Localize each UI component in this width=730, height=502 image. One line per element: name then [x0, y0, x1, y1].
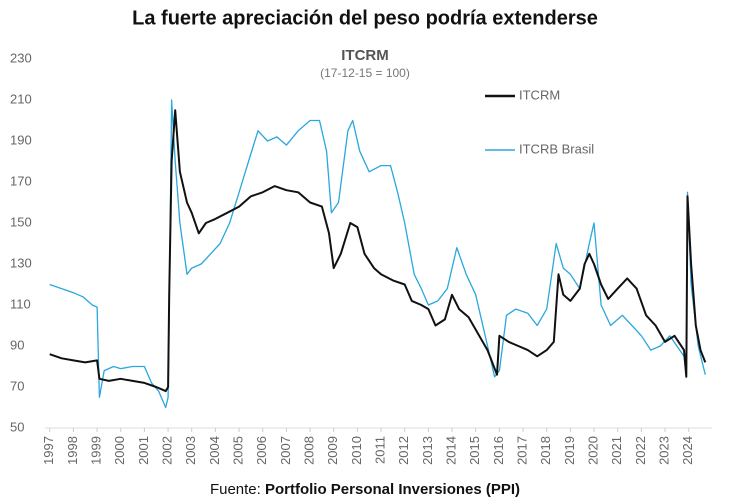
x-tick-label: 2004	[207, 436, 222, 465]
x-tick-label: 2013	[420, 436, 435, 465]
x-tick-label: 1998	[65, 436, 80, 465]
source: Fuente: Portfolio Personal Inversiones (…	[210, 481, 520, 498]
x-tick-label: 2015	[467, 436, 482, 465]
x-tick-label: 2012	[396, 436, 411, 465]
y-tick-label: 90	[10, 337, 24, 352]
x-tick-label: 2008	[301, 436, 316, 465]
x-tick-label: 2021	[609, 436, 624, 465]
x-tick-label: 2009	[325, 436, 340, 465]
y-tick-label: 130	[10, 255, 32, 270]
x-tick-label: 2020	[585, 436, 600, 465]
y-tick-label: 50	[10, 419, 24, 434]
series-line	[49, 99, 706, 409]
x-tick-label: 2023	[656, 436, 671, 465]
x-tick-label: 2017	[514, 436, 529, 465]
chart-note: (17-12-15 = 100)	[320, 66, 410, 80]
x-tick-label: 2014	[443, 436, 458, 465]
y-tick-label: 110	[10, 296, 31, 311]
x-tick-label: 2006	[254, 436, 269, 465]
legend-label: ITCRM	[519, 87, 560, 102]
y-tick-label: 170	[10, 173, 32, 188]
source-label: Fuente:	[210, 481, 261, 498]
x-tick-label: 2010	[349, 436, 364, 465]
x-tick-label: 2007	[278, 436, 293, 465]
x-tick-label: 2022	[633, 436, 648, 465]
x-tick-label: 1997	[41, 436, 56, 465]
legend-label: ITCRB Brasil	[519, 141, 594, 156]
x-tick-label: 2003	[183, 436, 198, 465]
chart-subtitle: ITCRM	[341, 47, 389, 64]
source-text: Portfolio Personal Inversiones (PPI)	[265, 481, 520, 498]
y-tick-label: 70	[10, 378, 24, 393]
x-tick-label: 2000	[112, 436, 127, 465]
y-tick-label: 190	[10, 132, 32, 147]
x-tick-label: 2005	[230, 436, 245, 465]
x-tick-label: 2016	[491, 436, 506, 465]
x-tick-label: 1999	[89, 436, 104, 465]
x-tick-label: 2001	[136, 436, 151, 465]
x-tick-label: 2019	[562, 436, 577, 465]
x-tick-label: 2011	[372, 436, 387, 464]
series-line	[49, 109, 707, 393]
x-tick-label: 2002	[159, 436, 174, 465]
y-tick-label: 230	[10, 50, 32, 65]
x-tick-label: 2018	[538, 436, 553, 465]
y-tick-label: 150	[10, 214, 32, 229]
x-tick-label: 2024	[680, 436, 695, 465]
chart-title: La fuerte apreciación del peso podría ex…	[132, 7, 598, 29]
y-tick-label: 210	[10, 91, 32, 106]
